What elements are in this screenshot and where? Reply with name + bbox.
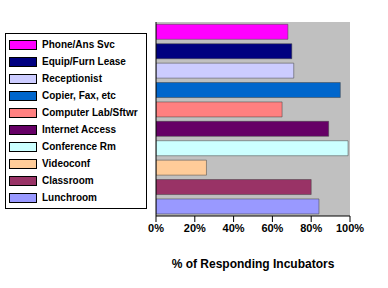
html-text:Lunchroom: Lunchroom (42, 192, 97, 203)
html-text:Phone/Ans Svc: Phone/Ans Svc (42, 39, 115, 50)
svg-text:100%: 100% (336, 222, 364, 234)
svg-text:40%: 40% (223, 222, 245, 234)
svg-text:20%: 20% (184, 222, 206, 234)
html-text:Receptionist: Receptionist (42, 73, 102, 84)
svg-text:60%: 60% (261, 222, 283, 234)
html-text:Conference Rm: Conference Rm (42, 141, 116, 152)
html-text:Classroom: Classroom (42, 175, 94, 186)
html-text:Copier, Fax, etc: Copier, Fax, etc (42, 90, 116, 101)
svg-text:% of Responding Incubators: % of Responding Incubators (172, 257, 335, 271)
html-text:Videoconf: Videoconf (42, 158, 91, 169)
html-text:Internet Access: Internet Access (42, 124, 117, 135)
svg-text:80%: 80% (300, 222, 322, 234)
svg-text:0%: 0% (148, 222, 164, 234)
html-text:Equip/Furn Lease: Equip/Furn Lease (42, 56, 126, 67)
html-text:Computer Lab/Sftwr: Computer Lab/Sftwr (42, 107, 138, 118)
